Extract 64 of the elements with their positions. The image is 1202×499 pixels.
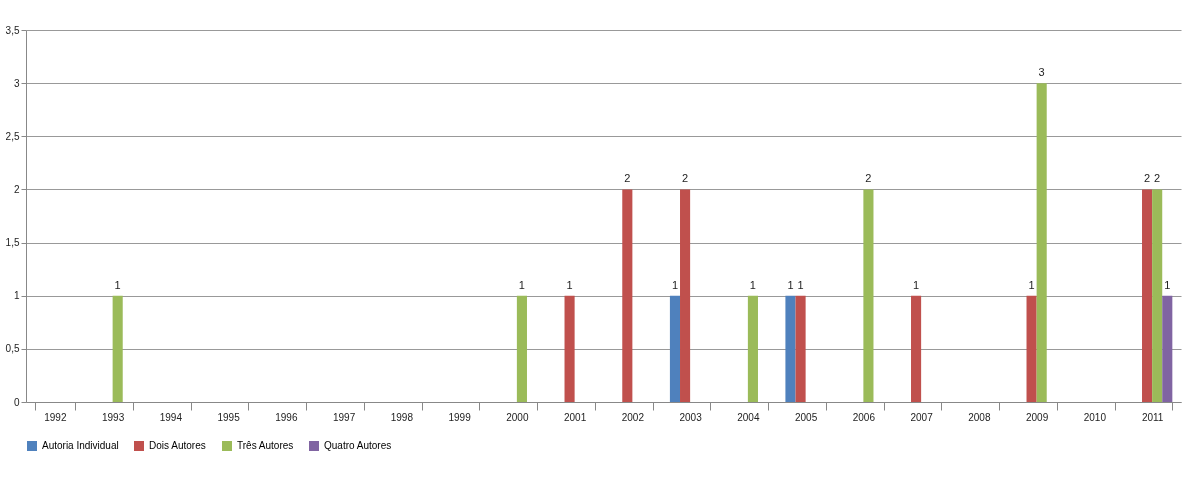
data-label: 1 <box>114 278 121 291</box>
x-tick-label: 1999 <box>448 411 472 423</box>
data-label: 1 <box>1164 278 1171 291</box>
data-label: 2 <box>865 172 872 185</box>
bar <box>622 189 633 402</box>
x-tick-label: 1995 <box>217 411 241 423</box>
bar <box>112 295 123 402</box>
legend-label: Quatro Autores <box>324 440 392 451</box>
legend-label: Três Autores <box>237 440 294 451</box>
x-tick-label: 2006 <box>852 411 876 423</box>
bar <box>564 295 575 402</box>
bar <box>1026 295 1037 402</box>
x-tick-label: 2003 <box>679 411 703 423</box>
bar <box>516 295 527 402</box>
data-label: 1 <box>566 278 573 291</box>
legend-label: Dois Autores <box>149 440 206 451</box>
x-tick-label: 2010 <box>1083 411 1107 423</box>
data-label: 1 <box>1028 278 1035 291</box>
data-label: 2 <box>1144 172 1151 185</box>
x-tick-label: 2008 <box>968 411 991 423</box>
data-label: 2 <box>1154 172 1161 185</box>
bar <box>680 189 691 402</box>
data-label: 3 <box>1038 66 1045 79</box>
bar <box>1162 295 1173 402</box>
x-tick-label: 1992 <box>44 411 67 423</box>
y-tick-label: 2 <box>13 183 20 195</box>
data-label: 1 <box>913 278 920 291</box>
x-tick-label: 2011 <box>1141 411 1164 423</box>
bar <box>747 295 758 402</box>
bar <box>911 295 922 402</box>
y-tick-label: 2,5 <box>5 130 20 142</box>
data-label: 2 <box>682 172 689 185</box>
x-tick-label: 1993 <box>102 411 125 423</box>
y-tick-label: 1 <box>13 290 20 302</box>
y-tick-label: 3 <box>13 77 20 89</box>
legend-label: Autoria Individual <box>42 440 119 451</box>
y-tick-label: 0 <box>13 396 20 408</box>
data-label: 1 <box>671 278 679 291</box>
data-label: 1 <box>787 278 794 291</box>
bar <box>1036 83 1047 402</box>
data-label: 1 <box>749 278 756 291</box>
y-tick-label: 0,5 <box>5 343 20 355</box>
x-tick-label: 1994 <box>159 411 183 423</box>
bar <box>785 295 796 402</box>
x-tick-label: 2001 <box>564 411 587 423</box>
bar <box>669 295 681 402</box>
y-tick-label: 1,5 <box>5 237 20 249</box>
bar <box>1152 189 1163 402</box>
x-tick-label: 1997 <box>333 411 356 423</box>
x-tick-label: 2009 <box>1026 411 1049 423</box>
x-tick-label: 2004 <box>737 411 760 423</box>
bar <box>1142 189 1153 402</box>
x-tick-label: 2005 <box>795 411 818 423</box>
data-label: 1 <box>797 278 804 291</box>
x-tick-label: 1998 <box>390 411 414 423</box>
y-tick-label: 3,5 <box>5 24 20 36</box>
bar <box>863 189 874 402</box>
bar <box>795 295 806 402</box>
x-tick-label: 2000 <box>506 411 529 423</box>
data-label: 2 <box>624 172 631 185</box>
x-tick-label: 1996 <box>275 411 298 423</box>
x-tick-label: 2007 <box>910 411 934 423</box>
data-label: 1 <box>518 278 525 291</box>
x-tick-label: 2002 <box>621 411 645 423</box>
